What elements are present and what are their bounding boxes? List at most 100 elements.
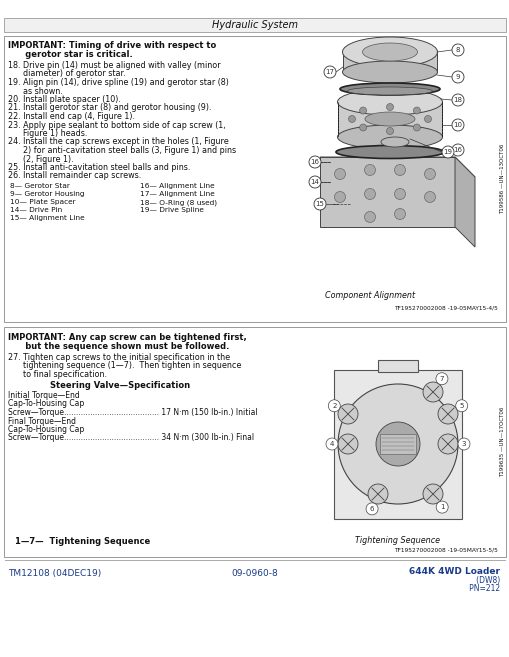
Circle shape [348, 116, 355, 122]
Text: Figure 1) heads.: Figure 1) heads. [8, 129, 87, 138]
Circle shape [364, 164, 375, 175]
Circle shape [451, 119, 463, 131]
Circle shape [394, 164, 405, 175]
Circle shape [325, 438, 337, 450]
Text: 15— Alignment Line: 15— Alignment Line [10, 215, 84, 221]
Text: Cap-To-Housing Cap: Cap-To-Housing Cap [8, 425, 84, 434]
Circle shape [365, 503, 377, 515]
Text: 16: 16 [310, 159, 319, 165]
Circle shape [375, 422, 419, 466]
Text: Steering Valve—Specification: Steering Valve—Specification [50, 381, 190, 390]
Text: 2) for anti-cavitation steel balls (3, Figure 1) and pins: 2) for anti-cavitation steel balls (3, F… [8, 146, 236, 155]
Circle shape [451, 94, 463, 106]
Text: 19. Align pin (14), drive spline (19) and gerotor star (8): 19. Align pin (14), drive spline (19) an… [8, 78, 229, 87]
Circle shape [455, 399, 467, 412]
Circle shape [435, 501, 447, 513]
Text: 21. Install gerotor star (8) and gerotor housing (9).: 21. Install gerotor star (8) and gerotor… [8, 104, 211, 112]
Text: TM12108 (04DEC19): TM12108 (04DEC19) [8, 569, 101, 578]
Text: Initial Torque—End: Initial Torque—End [8, 391, 79, 400]
Polygon shape [454, 157, 474, 247]
Circle shape [394, 189, 405, 200]
Text: 22. Install end cap (4, Figure 1).: 22. Install end cap (4, Figure 1). [8, 112, 135, 121]
Text: 9— Gerotor Housing: 9— Gerotor Housing [10, 191, 84, 197]
Text: 9: 9 [455, 74, 459, 80]
Ellipse shape [335, 145, 443, 158]
Circle shape [386, 127, 393, 135]
Text: (DW8): (DW8) [411, 576, 499, 585]
Text: diameter) of gerotor star.: diameter) of gerotor star. [8, 70, 125, 78]
Ellipse shape [337, 125, 442, 149]
Text: Screw—Torque........................................ 34 N·m (300 lb-in.) Final: Screw—Torque............................… [8, 434, 253, 443]
Circle shape [441, 146, 453, 158]
Ellipse shape [362, 43, 417, 61]
Text: T199635 —UN—17OCT06: T199635 —UN—17OCT06 [499, 407, 504, 477]
Text: 18: 18 [453, 97, 462, 103]
Polygon shape [319, 157, 454, 227]
Text: 17: 17 [325, 69, 334, 75]
Circle shape [364, 212, 375, 223]
Text: 16— Alignment Line: 16— Alignment Line [140, 183, 214, 189]
Text: TF195270002008 -19-05MAY15-4/5: TF195270002008 -19-05MAY15-4/5 [393, 305, 497, 310]
FancyBboxPatch shape [0, 0, 509, 17]
Text: 18. Drive pin (14) must be aligned with valley (minor: 18. Drive pin (14) must be aligned with … [8, 61, 220, 70]
Text: as shown.: as shown. [8, 87, 63, 95]
Circle shape [423, 191, 435, 202]
Text: 16: 16 [453, 147, 462, 153]
Text: to final specification.: to final specification. [8, 370, 107, 379]
Text: tightening sequence (1—7).  Then tighten in sequence: tightening sequence (1—7). Then tighten … [8, 361, 241, 371]
Text: gerotor star is critical.: gerotor star is critical. [8, 50, 132, 59]
Ellipse shape [347, 87, 432, 95]
Circle shape [394, 208, 405, 219]
Text: 7: 7 [439, 376, 443, 382]
Circle shape [422, 382, 442, 402]
FancyBboxPatch shape [4, 327, 505, 557]
Ellipse shape [364, 112, 414, 126]
Circle shape [451, 44, 463, 56]
Ellipse shape [342, 37, 437, 67]
Circle shape [337, 384, 457, 504]
Circle shape [451, 144, 463, 156]
Text: Final Torque—End: Final Torque—End [8, 417, 76, 426]
Text: 8— Gerotor Star: 8— Gerotor Star [10, 183, 70, 189]
Text: 19: 19 [443, 149, 451, 155]
Text: 1—7—  Tightening Sequence: 1—7— Tightening Sequence [15, 537, 150, 546]
Circle shape [334, 191, 345, 202]
Ellipse shape [340, 83, 439, 95]
Circle shape [323, 66, 335, 78]
Circle shape [337, 404, 357, 424]
Text: 10: 10 [453, 122, 462, 128]
Circle shape [337, 434, 357, 454]
Circle shape [359, 124, 366, 131]
Text: 10— Plate Spacer: 10— Plate Spacer [10, 199, 75, 205]
Text: 1: 1 [439, 504, 443, 510]
Text: IMPORTANT: Timing of drive with respect to: IMPORTANT: Timing of drive with respect … [8, 41, 216, 50]
Circle shape [437, 434, 457, 454]
Circle shape [457, 438, 469, 450]
Text: 20. Install plate spacer (10).: 20. Install plate spacer (10). [8, 95, 121, 104]
Circle shape [435, 373, 447, 385]
Text: 6: 6 [369, 506, 374, 512]
Text: 2: 2 [331, 403, 336, 409]
Circle shape [422, 484, 442, 504]
Polygon shape [319, 157, 474, 177]
Text: 23. Apply pipe sealant to bottom side of cap screw (1,: 23. Apply pipe sealant to bottom side of… [8, 120, 225, 129]
Text: 17— Alignment Line: 17— Alignment Line [140, 191, 214, 197]
Text: Component Alignment: Component Alignment [324, 291, 414, 300]
FancyBboxPatch shape [377, 360, 417, 372]
Text: Tightening Sequence: Tightening Sequence [355, 536, 440, 545]
Text: 8: 8 [455, 47, 459, 53]
Ellipse shape [380, 137, 408, 147]
Text: 4: 4 [329, 441, 333, 447]
Text: (2, Figure 1).: (2, Figure 1). [8, 154, 73, 164]
Text: but the sequence shown must be followed.: but the sequence shown must be followed. [8, 342, 229, 351]
Text: TF195270002008 -19-05MAY15-5/5: TF195270002008 -19-05MAY15-5/5 [393, 547, 497, 552]
Polygon shape [343, 52, 436, 72]
Circle shape [451, 71, 463, 83]
Text: PN=212: PN=212 [404, 584, 499, 593]
Text: IMPORTANT: Any cap screw can be tightened first,: IMPORTANT: Any cap screw can be tightene… [8, 333, 246, 342]
Text: 15: 15 [315, 201, 324, 207]
Text: 24. Install the cap screws except in the holes (1, Figure: 24. Install the cap screws except in the… [8, 137, 229, 147]
Circle shape [308, 156, 320, 168]
Circle shape [437, 404, 457, 424]
Circle shape [367, 484, 387, 504]
